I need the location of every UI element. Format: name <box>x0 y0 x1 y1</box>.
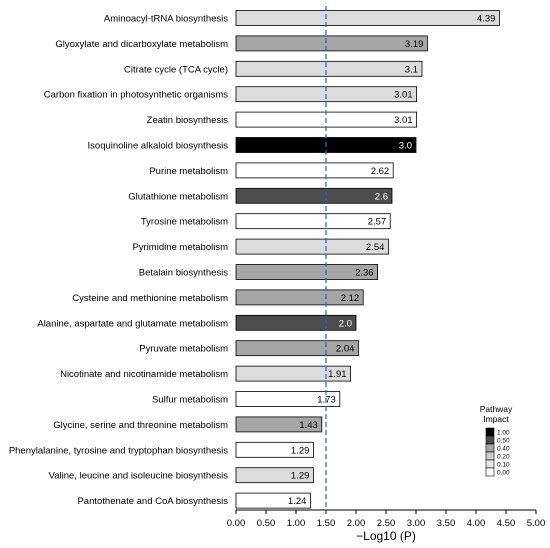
value-label: 2.12 <box>341 293 360 304</box>
value-label: 1.29 <box>291 445 310 456</box>
x-tick-label: 0.50 <box>257 518 276 529</box>
value-label: 1.29 <box>291 471 310 482</box>
bar <box>235 213 391 230</box>
category-label: Citrate cycle (TCA cycle) <box>124 64 228 75</box>
legend: Pathway Impact 1.000.500.400.200.100.00 <box>480 404 513 477</box>
bar <box>235 289 364 306</box>
bar <box>235 10 500 26</box>
legend-swatch <box>485 427 495 437</box>
bar <box>235 416 323 433</box>
category-label: Pyrimidine metabolism <box>132 242 228 253</box>
value-label: 4.39 <box>477 14 496 25</box>
legend-title-line-2: Impact <box>483 414 509 424</box>
value-label: 2.57 <box>368 217 387 228</box>
category-label: Tyrosine metabolism <box>141 217 228 228</box>
category-label: Carbon fixation in photosynthetic organi… <box>44 90 229 101</box>
category-label: Cysteine and methionine metabolism <box>72 293 228 304</box>
legend-label: 1.00 <box>497 430 510 437</box>
value-label: 3.01 <box>394 115 413 126</box>
x-tick-label: 2.50 <box>377 518 396 529</box>
bar <box>235 467 314 484</box>
category-label: Zeatin biosynthesis <box>147 115 229 126</box>
category-label: Isoquinoline alkaloid biosynthesis <box>88 141 229 152</box>
value-label: 2.04 <box>336 344 355 355</box>
x-tick-label: 4.00 <box>467 518 486 529</box>
x-axis-title: −Log10 (P) <box>356 529 416 543</box>
category-label: Glycine, serine and threonine metabolism <box>53 420 228 431</box>
legend-title-line-1: Pathway <box>480 404 513 414</box>
category-label: Phenylalanine, tyrosine and tryptophan b… <box>9 445 228 456</box>
x-tick-label: 0.00 <box>227 518 246 529</box>
legend-swatch <box>485 467 495 477</box>
value-label: 2.0 <box>339 318 352 329</box>
value-label: 2.54 <box>366 242 385 253</box>
bars-layer: Aminoacyl-tRNA biosynthesis 4.39 Glyoxylat… <box>9 10 500 509</box>
bar <box>235 492 311 509</box>
category-label: Betalain biosynthesis <box>139 268 228 279</box>
bar <box>235 187 393 204</box>
bar <box>235 365 351 382</box>
x-tick-label: 3.50 <box>437 518 456 529</box>
bar <box>235 60 423 77</box>
category-label: Valine, leucine and isoleucine biosynthe… <box>49 471 229 482</box>
category-label: Pyruvate metabolism <box>139 344 228 355</box>
category-label: Nicotinate and nicotinamide metabolism <box>60 369 228 380</box>
value-label: 1.24 <box>288 496 307 507</box>
x-tick-label: 5.00 <box>527 518 546 529</box>
category-label: Sulfur metabolism <box>152 395 228 406</box>
legend-swatch <box>485 459 495 469</box>
category-label: Alanine, aspartate and glutamate metabol… <box>37 318 228 329</box>
value-label: 1.43 <box>299 420 318 431</box>
x-tick-label: 1.50 <box>317 518 336 529</box>
value-label: 3.0 <box>399 141 412 152</box>
legend-label: 0.00 <box>497 470 510 477</box>
value-label: 2.62 <box>371 166 390 177</box>
value-label: 2.36 <box>355 268 374 279</box>
category-label: Glutathione metabolism <box>128 191 228 202</box>
value-label: 3.1 <box>405 64 418 75</box>
legend-label: 0.50 <box>497 438 510 445</box>
category-label: Pantothenate and CoA biosynthesis <box>77 496 228 507</box>
value-label: 3.01 <box>394 90 413 101</box>
legend-swatch <box>485 443 495 453</box>
category-label: Glyoxylate and dicarboxylate metabolism <box>55 39 228 50</box>
bar <box>235 340 359 357</box>
legend-swatch <box>485 451 495 461</box>
x-tick-label: 3.00 <box>407 518 426 529</box>
legend-label: 0.20 <box>497 454 510 461</box>
value-label: 3.19 <box>405 39 424 50</box>
x-tick-label: 4.50 <box>497 518 516 529</box>
legend-swatch <box>485 435 495 445</box>
x-tick-label: 2.00 <box>347 518 366 529</box>
legend-label: 0.10 <box>497 462 510 469</box>
bar <box>235 264 379 280</box>
bar <box>235 35 428 52</box>
category-label: Aminoacyl-tRNA biosynthesis <box>104 14 228 25</box>
bar <box>235 162 394 179</box>
category-label: Purine metabolism <box>149 166 228 177</box>
value-label: 2.6 <box>375 191 388 202</box>
bar <box>235 391 341 407</box>
bar <box>235 238 389 255</box>
value-label: 1.91 <box>328 369 347 380</box>
legend-label: 0.40 <box>497 446 510 453</box>
x-tick-label: 1.00 <box>287 518 306 529</box>
x-axis: 0.00 0.50 1.00 1.50 2.00 2.50 3.00 3.50 4.00 4.50… <box>227 509 546 529</box>
bar <box>235 441 314 458</box>
